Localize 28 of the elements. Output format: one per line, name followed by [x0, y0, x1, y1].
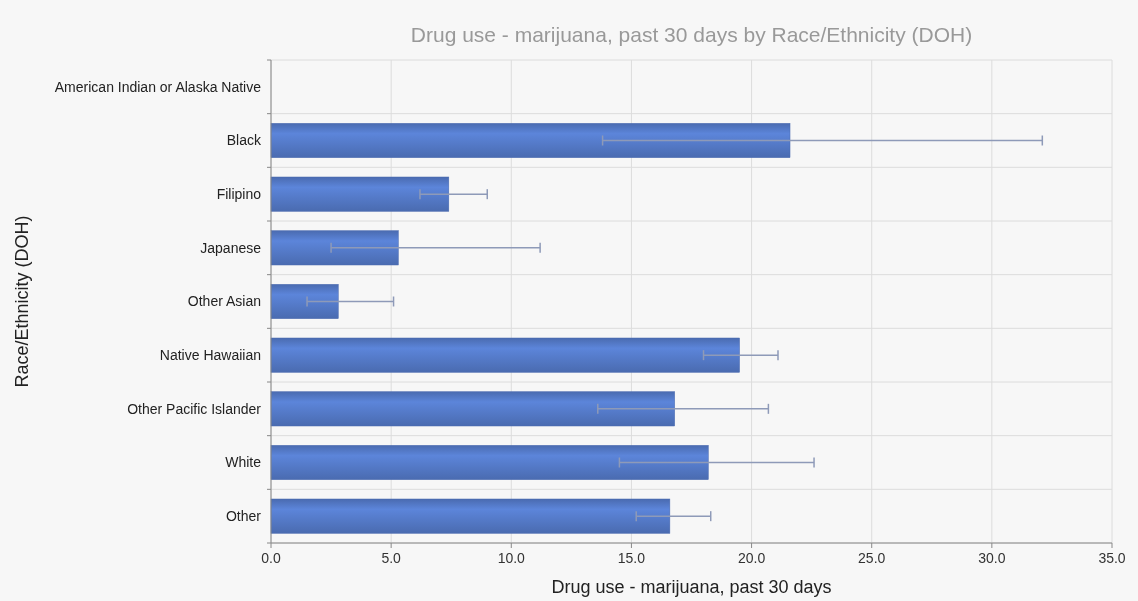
- bar: [270, 498, 671, 534]
- bar: [270, 445, 709, 480]
- y-tick-label: Other: [225, 508, 262, 525]
- y-tick-label: Other Asian: [187, 293, 261, 310]
- y-tick-label: Other Pacific Islander: [127, 400, 262, 417]
- bar: [270, 176, 450, 212]
- x-tick-label: 35.0: [1098, 550, 1126, 566]
- y-tick-label: Japanese: [200, 239, 262, 256]
- x-tick-label: 10.0: [497, 550, 526, 566]
- y-tick-label: White: [225, 454, 262, 471]
- bar: [270, 284, 339, 319]
- x-tick-label: 20.0: [737, 550, 766, 566]
- y-tick-label: Filipino: [216, 186, 262, 203]
- y-tick-label: Black: [226, 132, 262, 149]
- x-axis-title: Drug use - marijuana, past 30 days: [551, 577, 832, 597]
- x-tick-label: 5.0: [381, 550, 402, 566]
- x-tick-label: 25.0: [858, 550, 886, 566]
- bar: [270, 230, 399, 266]
- chart-title: Drug use - marijuana, past 30 days by Race/Ethnicity (DOH): [410, 23, 973, 46]
- x-tick-label: 30.0: [978, 550, 1006, 566]
- y-tick-label: Native Hawaiian: [159, 347, 261, 364]
- y-axis-title: Race/Ethnicity (DOH): [12, 215, 32, 388]
- bar: [270, 123, 791, 158]
- bar: [270, 391, 675, 427]
- bar: [270, 337, 740, 373]
- x-tick-label: 15.0: [617, 550, 646, 566]
- y-tick-label: American Indian or Alaska Native: [54, 78, 262, 95]
- x-tick-label: 0.0: [261, 550, 281, 566]
